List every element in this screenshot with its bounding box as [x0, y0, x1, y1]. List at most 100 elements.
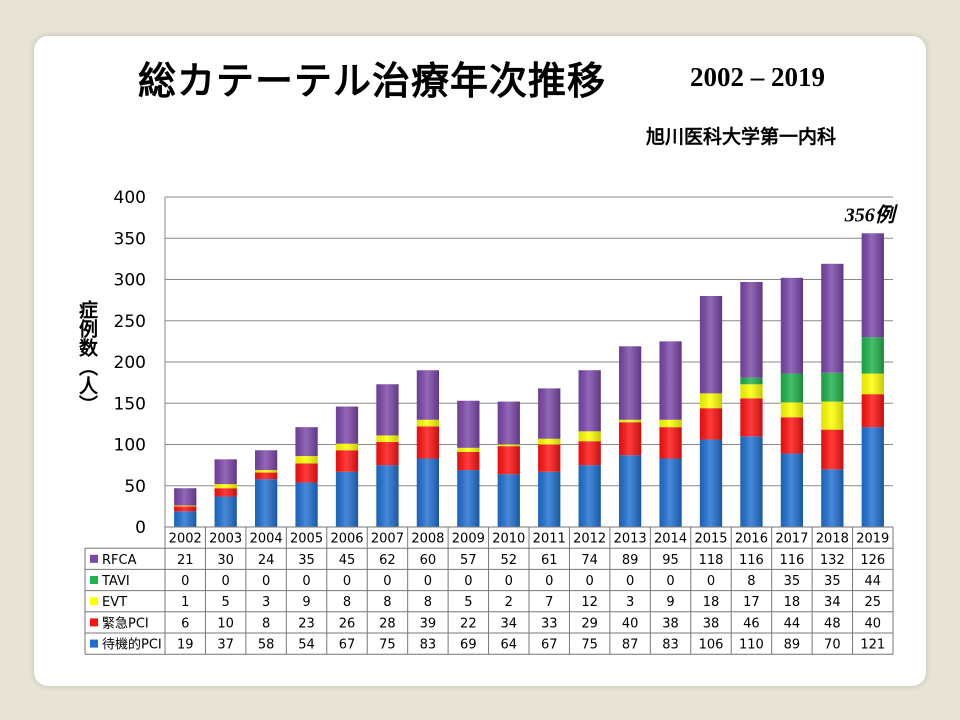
- x-tick-label: 2019: [856, 532, 889, 547]
- legend-swatch: [90, 597, 98, 606]
- bar-segment-shade: [457, 451, 480, 471]
- table-value: 40: [622, 616, 639, 631]
- bar-segment-shade: [497, 401, 520, 445]
- table-value: 18: [784, 595, 801, 610]
- table-value: 52: [501, 553, 518, 568]
- bar-segment-shade: [457, 470, 480, 527]
- legend-swatch: [90, 618, 98, 627]
- table-value: 0: [666, 574, 674, 589]
- table-value: 74: [581, 553, 598, 568]
- table-value: 67: [541, 638, 558, 653]
- bar-segment-shade: [861, 394, 884, 428]
- table-value: 126: [860, 553, 885, 568]
- table-value: 40: [865, 616, 882, 631]
- x-tick-label: 2015: [694, 532, 727, 547]
- table-value: 62: [379, 553, 396, 568]
- table-value: 28: [379, 616, 396, 631]
- bar-segment-shade: [861, 337, 884, 374]
- bar-segment-shade: [538, 388, 561, 439]
- table-value: 89: [622, 553, 639, 568]
- bar-segment-shade: [861, 427, 884, 527]
- bar-segment-shade: [497, 446, 520, 475]
- table-value: 34: [501, 616, 518, 631]
- bar-segment-shade: [376, 384, 399, 436]
- table-value: 110: [739, 638, 764, 653]
- table-value: 5: [222, 595, 230, 610]
- legend-label: 緊急PCI: [102, 616, 149, 631]
- bar-segment-shade: [740, 398, 763, 437]
- table-value: 10: [217, 616, 234, 631]
- bar-segment-shade: [780, 453, 804, 527]
- table-value: 26: [339, 616, 356, 631]
- table-value: 8: [747, 574, 755, 589]
- table-value: 35: [784, 574, 801, 589]
- table-value: 0: [464, 574, 472, 589]
- table-value: 38: [703, 616, 720, 631]
- table-value: 23: [298, 616, 315, 631]
- table-value: 44: [784, 616, 801, 631]
- table-value: 2: [505, 595, 513, 610]
- table-value: 19: [177, 638, 194, 653]
- bar-segment-shade: [740, 384, 763, 399]
- bar-segment-shade: [821, 469, 844, 527]
- legend-label: RFCA: [102, 553, 137, 568]
- table-value: 0: [545, 574, 553, 589]
- table-value: 30: [217, 553, 234, 568]
- table-value: 0: [626, 574, 634, 589]
- table-value: 83: [662, 638, 679, 653]
- table-value: 8: [424, 595, 432, 610]
- bar-segment-shade: [214, 459, 237, 485]
- x-tick-label: 2007: [371, 532, 404, 547]
- bar-segment-shade: [699, 393, 723, 409]
- bar-segment-shade: [254, 450, 278, 471]
- x-tick-label: 2016: [735, 532, 768, 547]
- bar-segment-shade: [416, 370, 440, 420]
- table-value: 18: [703, 595, 720, 610]
- table-value: 118: [699, 553, 724, 568]
- table-value: 9: [666, 595, 674, 610]
- bar-segment-shade: [376, 465, 399, 527]
- y-tick-label: 300: [114, 271, 146, 291]
- table-value: 38: [662, 616, 679, 631]
- x-tick-label: 2004: [250, 532, 283, 547]
- bar-segment-shade: [538, 444, 561, 472]
- x-tick-label: 2010: [492, 532, 525, 547]
- bar-segment-shade: [335, 443, 359, 451]
- table-value: 8: [383, 595, 391, 610]
- bar-segment-shade: [174, 505, 197, 507]
- table-value: 35: [298, 553, 315, 568]
- bar-segment-shade: [821, 429, 844, 470]
- bar-segment-shade: [538, 438, 561, 445]
- y-tick-label: 400: [114, 188, 146, 208]
- table-value: 8: [343, 595, 351, 610]
- table-value: 8: [262, 616, 270, 631]
- table-value: 45: [339, 553, 356, 568]
- table-value: 0: [181, 574, 189, 589]
- x-tick-label: 2014: [654, 532, 687, 547]
- table-value: 70: [824, 638, 841, 653]
- table-value: 58: [258, 638, 275, 653]
- table-value: 44: [865, 574, 882, 589]
- table-value: 64: [501, 638, 518, 653]
- legend-label: 待機的PCI: [102, 637, 162, 653]
- legend-swatch: [90, 554, 98, 563]
- y-tick-label: 50: [124, 477, 146, 497]
- table-value: 75: [581, 638, 598, 653]
- bar-segment-shade: [538, 471, 561, 527]
- table-value: 39: [420, 616, 437, 631]
- table-value: 46: [743, 616, 760, 631]
- table-value: 48: [824, 616, 841, 631]
- bar-segment-shade: [295, 456, 318, 464]
- bar-segment-shade: [335, 450, 359, 472]
- bar-segment-shade: [861, 373, 884, 395]
- bar-segment-shade: [821, 263, 844, 373]
- bar-segment-shade: [174, 506, 197, 512]
- table-value: 67: [339, 638, 356, 653]
- bar-segment-shade: [861, 233, 884, 338]
- bar-segment-shade: [376, 442, 399, 466]
- table-value: 0: [262, 574, 270, 589]
- bar-segment-shade: [618, 346, 642, 420]
- table-value: 95: [662, 553, 679, 568]
- table-value: 0: [505, 574, 513, 589]
- bar-segment-shade: [740, 377, 763, 385]
